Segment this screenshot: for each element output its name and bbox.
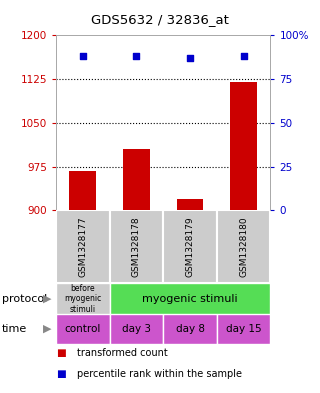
Text: percentile rank within the sample: percentile rank within the sample bbox=[77, 369, 242, 379]
Text: ▶: ▶ bbox=[43, 294, 52, 304]
Text: GSM1328178: GSM1328178 bbox=[132, 216, 141, 277]
Point bbox=[241, 53, 246, 59]
Text: ▶: ▶ bbox=[43, 324, 52, 334]
Text: GDS5632 / 32836_at: GDS5632 / 32836_at bbox=[91, 13, 229, 26]
Bar bbox=[56, 210, 109, 283]
Text: ■: ■ bbox=[56, 369, 66, 379]
Point bbox=[134, 53, 139, 59]
Text: day 15: day 15 bbox=[226, 324, 261, 334]
Bar bbox=[163, 314, 217, 344]
Text: GSM1328180: GSM1328180 bbox=[239, 216, 248, 277]
Bar bbox=[217, 314, 270, 344]
Text: protocol: protocol bbox=[2, 294, 47, 304]
Text: transformed count: transformed count bbox=[77, 348, 168, 358]
Bar bbox=[217, 210, 270, 283]
Bar bbox=[177, 198, 204, 210]
Bar bbox=[56, 314, 109, 344]
Text: time: time bbox=[2, 324, 27, 334]
Bar bbox=[109, 210, 163, 283]
Text: day 8: day 8 bbox=[175, 324, 204, 334]
Point bbox=[80, 53, 85, 59]
Bar bbox=[69, 171, 96, 210]
Bar bbox=[56, 283, 109, 314]
Bar bbox=[109, 314, 163, 344]
Bar bbox=[163, 210, 217, 283]
Text: ■: ■ bbox=[56, 348, 66, 358]
Text: GSM1328177: GSM1328177 bbox=[78, 216, 87, 277]
Text: myogenic stimuli: myogenic stimuli bbox=[142, 294, 238, 304]
Text: GSM1328179: GSM1328179 bbox=[186, 216, 195, 277]
Bar bbox=[123, 149, 150, 210]
Text: day 3: day 3 bbox=[122, 324, 151, 334]
Text: before
myogenic
stimuli: before myogenic stimuli bbox=[64, 284, 101, 314]
Text: control: control bbox=[65, 324, 101, 334]
Bar bbox=[109, 283, 270, 314]
Bar bbox=[230, 82, 257, 210]
Point bbox=[188, 55, 193, 61]
